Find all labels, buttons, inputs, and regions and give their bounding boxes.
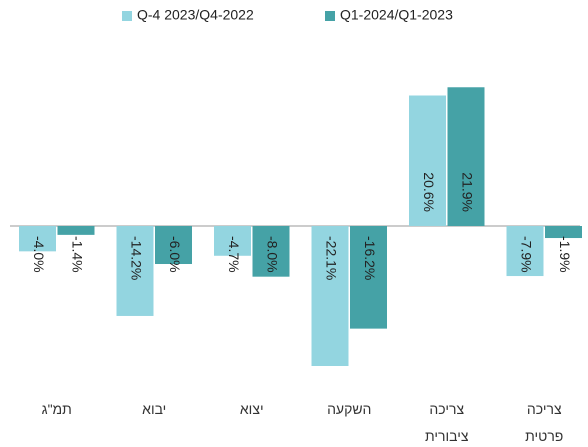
bar xyxy=(57,226,95,235)
data-label: -16.2% xyxy=(362,236,378,280)
legend-label: Q1-2024/Q1-2023 xyxy=(340,7,453,23)
data-label: 20.6% xyxy=(421,172,437,212)
legend-swatch xyxy=(325,11,335,21)
data-label: -1.9% xyxy=(557,236,573,273)
x-tick-label: יבוא xyxy=(142,401,167,417)
x-tick-label: השקעה xyxy=(327,401,372,417)
bar xyxy=(116,226,154,316)
data-label: -1.4% xyxy=(69,236,85,273)
bar xyxy=(155,226,192,265)
data-label: -14.2% xyxy=(128,236,144,280)
x-tick-label: יצוא xyxy=(239,401,264,417)
x-tick-label: צריכה ציבורית xyxy=(424,401,469,444)
bar xyxy=(409,95,446,227)
bar xyxy=(545,226,582,239)
bar xyxy=(447,87,485,226)
legend-label: Q-4 2023/Q4-2022 xyxy=(137,7,254,23)
data-label: -4.7% xyxy=(226,236,242,273)
x-tick-label: תמ"ג xyxy=(41,401,72,417)
bar xyxy=(19,226,56,252)
data-label: -6.0% xyxy=(167,236,183,273)
bar xyxy=(252,226,290,277)
data-label: -4.0% xyxy=(31,236,47,273)
legend-swatch xyxy=(122,11,132,21)
bar xyxy=(214,226,251,256)
bar xyxy=(311,226,349,366)
bar xyxy=(506,226,544,277)
bar xyxy=(350,226,387,329)
data-label: -7.9% xyxy=(518,236,534,273)
data-label: -22.1% xyxy=(323,236,339,280)
data-label: 21.9% xyxy=(459,172,475,212)
data-label: -8.0% xyxy=(264,236,280,273)
x-tick-label: צריכה פרטית xyxy=(525,401,564,444)
